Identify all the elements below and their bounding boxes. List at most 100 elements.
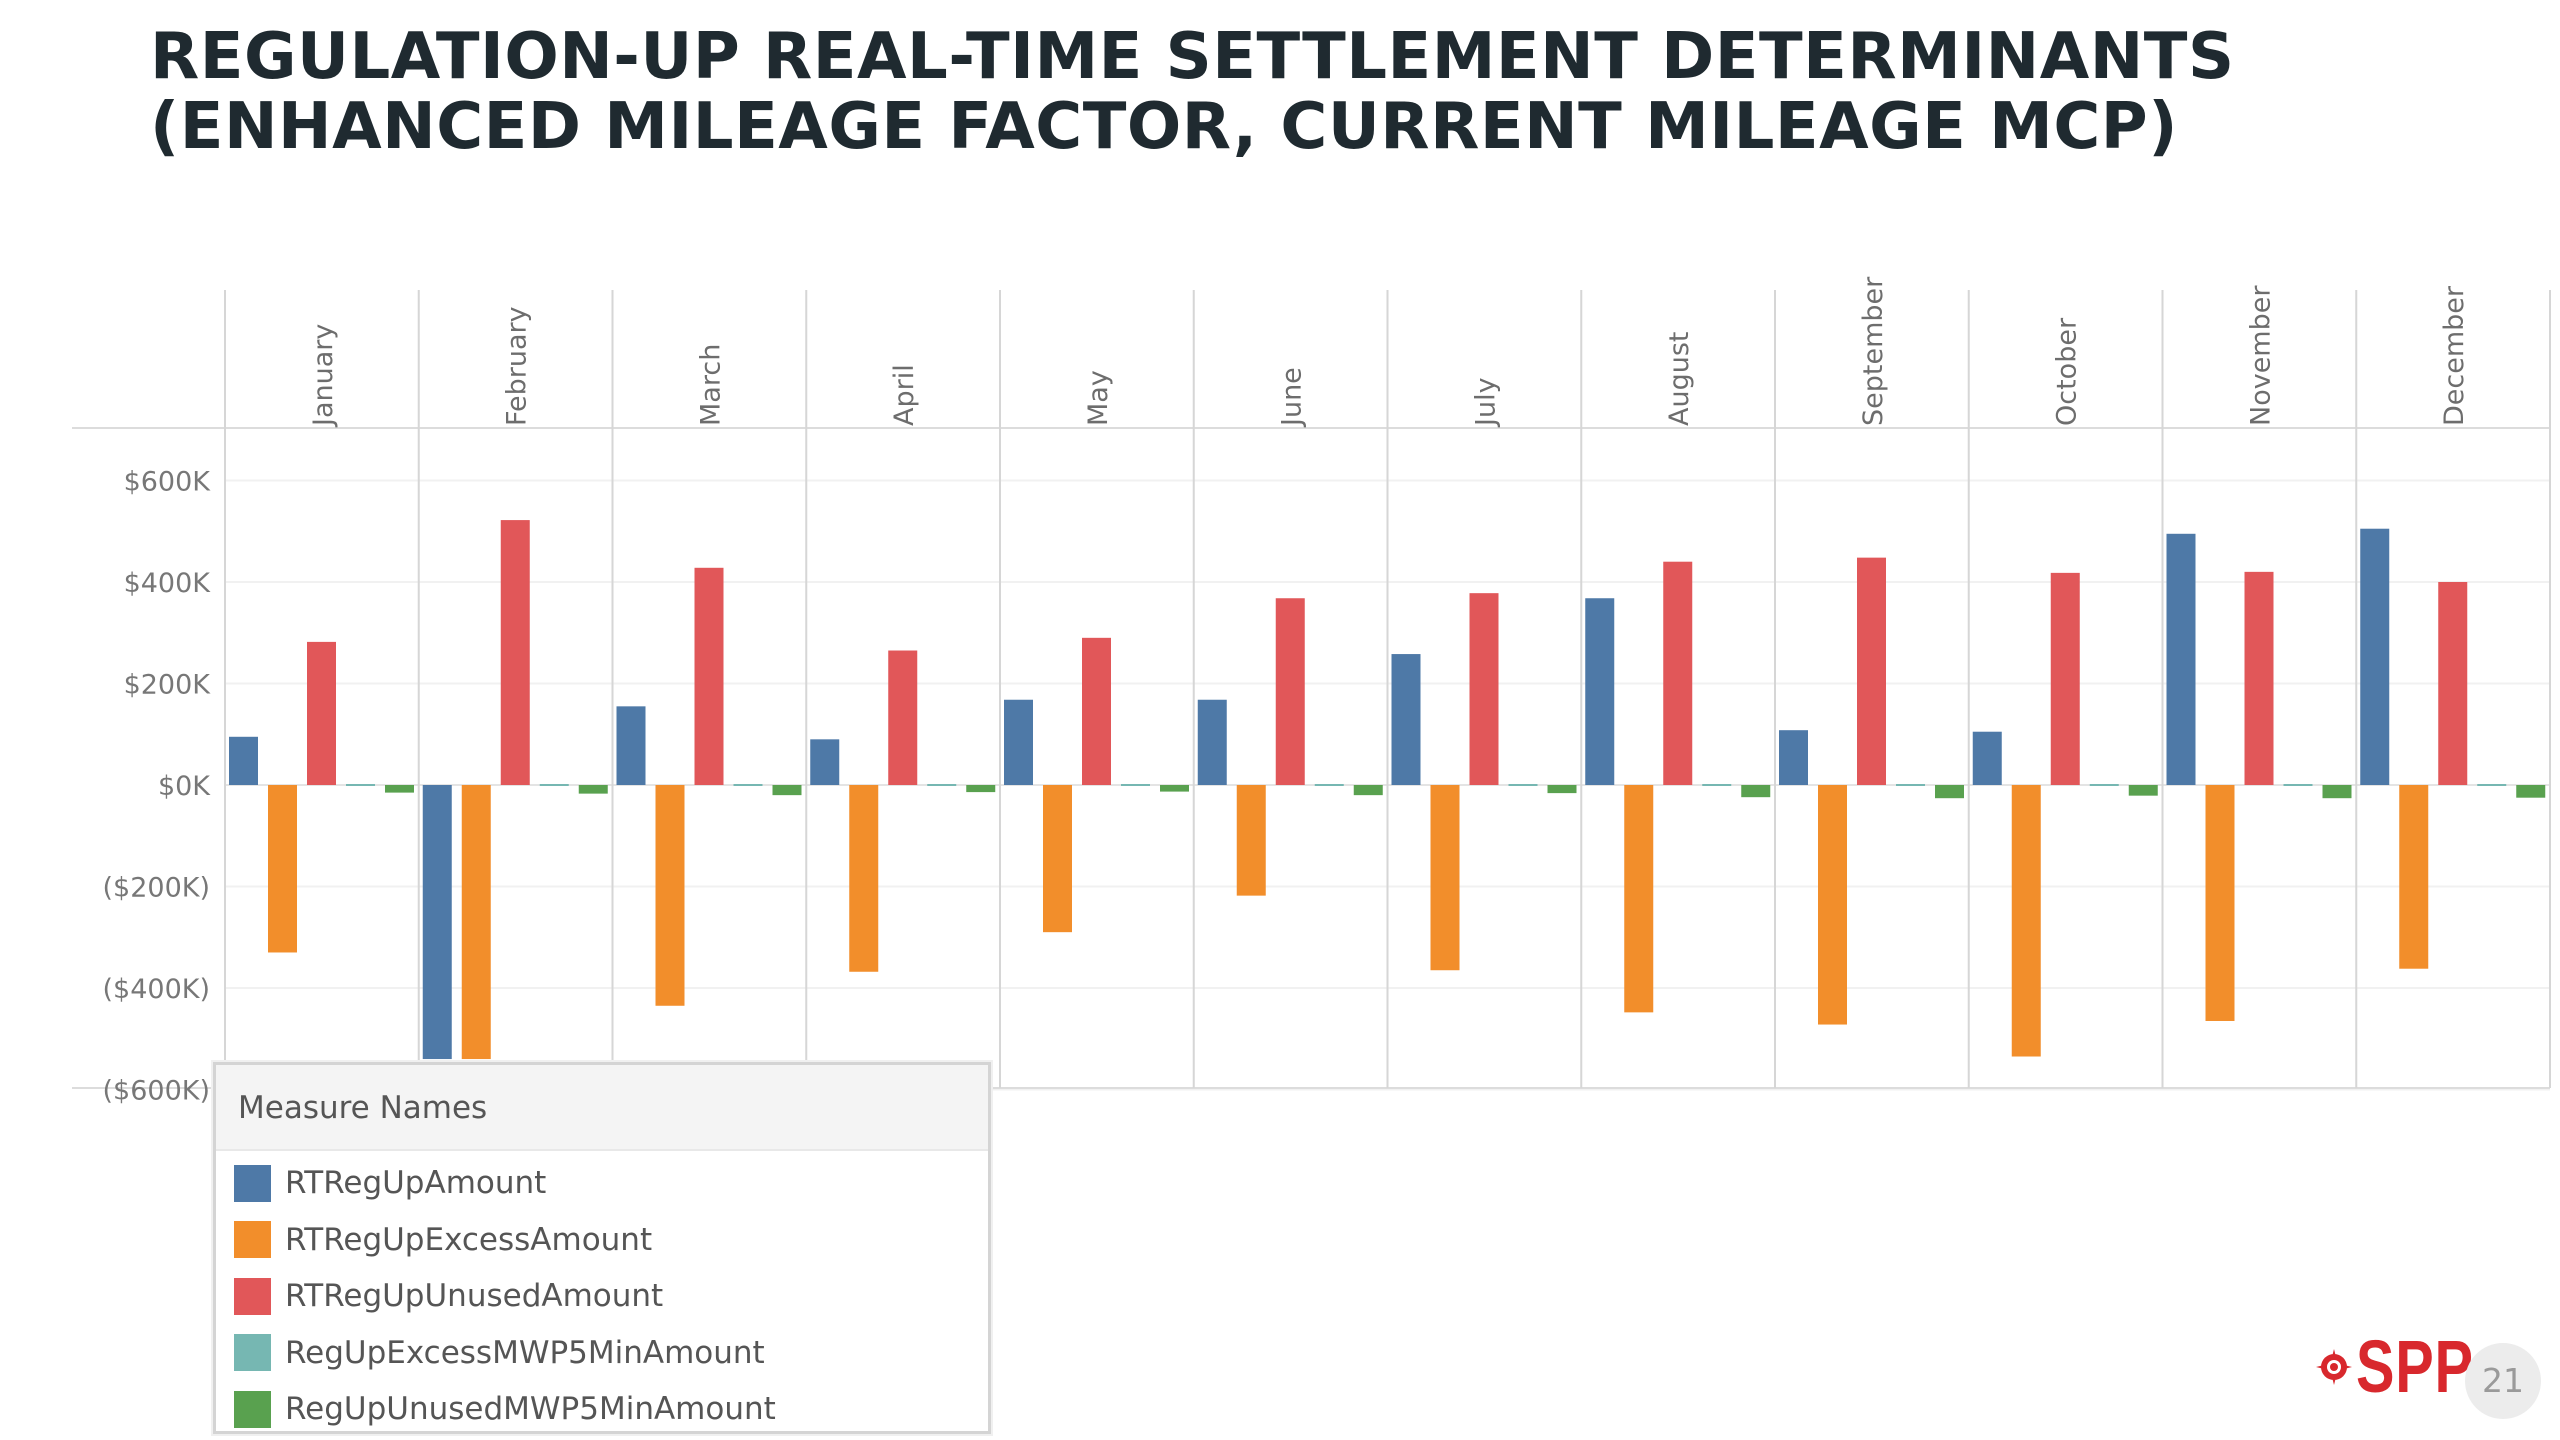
bar bbox=[1663, 561, 1693, 785]
spp-starburst-icon bbox=[2316, 1349, 2352, 1385]
x-tick-label: November bbox=[2245, 285, 2276, 426]
y-tick-label: ($200K) bbox=[103, 873, 211, 904]
x-tick-label: March bbox=[695, 344, 726, 426]
bar bbox=[307, 641, 336, 785]
bar bbox=[2360, 528, 2390, 785]
bar bbox=[733, 784, 763, 786]
bar bbox=[1624, 785, 1654, 1013]
legend: Measure Names RTRegUpAmount RTRegUpExces… bbox=[213, 1062, 991, 1434]
bar bbox=[2399, 785, 2429, 969]
legend-item-regupexcessmwp5minamount[interactable]: RegUpExcessMWP5MinAmount bbox=[216, 1325, 988, 1382]
bar bbox=[1391, 654, 1421, 785]
bar bbox=[1857, 557, 1886, 785]
bar bbox=[346, 784, 375, 786]
bar bbox=[385, 785, 414, 793]
legend-label: RegUpUnusedMWP5MinAmount bbox=[285, 1391, 776, 1428]
legend-label: RegUpExcessMWP5MinAmount bbox=[285, 1334, 765, 1371]
bar bbox=[1818, 785, 1847, 1025]
legend-swatch bbox=[234, 1221, 271, 1259]
bar bbox=[2477, 784, 2507, 786]
y-tick-label: $200K bbox=[124, 670, 212, 701]
bar bbox=[1121, 784, 1150, 786]
y-tick-label: ($600K) bbox=[103, 1076, 211, 1107]
bar bbox=[2089, 784, 2119, 786]
legend-item-regupunusedmwp5minamount[interactable]: RegUpUnusedMWP5MinAmount bbox=[216, 1381, 988, 1438]
x-tick-label: April bbox=[889, 364, 920, 426]
y-tick-label: ($400K) bbox=[103, 974, 211, 1005]
bar bbox=[2438, 582, 2468, 785]
bar bbox=[500, 520, 530, 785]
bar bbox=[1236, 785, 1266, 896]
legend-label: RTRegUpExcessAmount bbox=[285, 1221, 653, 1258]
bar bbox=[578, 785, 608, 794]
x-tick-label: January bbox=[308, 324, 339, 428]
x-tick-label: December bbox=[2439, 285, 2470, 426]
bar bbox=[1585, 598, 1615, 785]
bar bbox=[1004, 699, 1033, 785]
bar bbox=[2166, 533, 2196, 785]
bar bbox=[966, 785, 996, 793]
x-tick-label: June bbox=[1277, 367, 1308, 428]
bar bbox=[2322, 785, 2352, 799]
legend-item-rtregupexcessamount[interactable]: RTRegUpExcessAmount bbox=[216, 1212, 988, 1269]
page-number: 21 bbox=[2465, 1343, 2541, 1419]
x-tick-label: October bbox=[2052, 317, 2083, 426]
legend-swatch bbox=[234, 1164, 271, 1202]
legend-swatch bbox=[234, 1277, 271, 1315]
bar bbox=[694, 567, 724, 785]
bar bbox=[1779, 730, 1808, 785]
bar bbox=[1197, 699, 1227, 785]
legend-list: RTRegUpAmount RTRegUpExcessAmount RTRegU… bbox=[216, 1151, 988, 1438]
bar bbox=[1043, 785, 1072, 933]
bar bbox=[655, 785, 685, 1006]
bar bbox=[849, 785, 879, 972]
bar bbox=[772, 785, 802, 796]
bar bbox=[1353, 785, 1383, 796]
bar bbox=[2283, 784, 2313, 786]
slide-title: REGULATION-UP REAL-TIME SETTLEMENT DETER… bbox=[150, 20, 2235, 164]
bar bbox=[2244, 571, 2274, 785]
y-tick-label: $400K bbox=[124, 568, 212, 599]
x-tick-label: February bbox=[502, 306, 533, 426]
x-tick-label: September bbox=[1858, 276, 1889, 426]
y-tick-label: $0K bbox=[158, 771, 211, 802]
bar bbox=[1469, 593, 1499, 785]
bar bbox=[1508, 784, 1538, 786]
legend-swatch bbox=[234, 1334, 271, 1372]
bar bbox=[888, 650, 918, 785]
bar bbox=[810, 739, 840, 785]
bar bbox=[539, 784, 569, 786]
bar bbox=[1082, 637, 1111, 785]
bar bbox=[2128, 785, 2158, 796]
bar bbox=[1972, 731, 2002, 785]
bar bbox=[1160, 785, 1189, 792]
bar bbox=[461, 785, 491, 1060]
y-tick-label: $600K bbox=[124, 467, 212, 498]
legend-label: RTRegUpAmount bbox=[285, 1165, 547, 1202]
bar bbox=[1935, 785, 1964, 799]
bar bbox=[2516, 785, 2546, 798]
bar bbox=[2205, 785, 2235, 1021]
logo-text: SPP bbox=[2356, 1325, 2474, 1408]
bar bbox=[1430, 785, 1460, 971]
x-tick-label: May bbox=[1083, 370, 1114, 426]
bar bbox=[229, 736, 258, 785]
bar bbox=[422, 785, 452, 1060]
bar bbox=[1896, 784, 1925, 786]
legend-item-rtregupamount[interactable]: RTRegUpAmount bbox=[216, 1155, 988, 1212]
bar bbox=[268, 785, 297, 953]
legend-label: RTRegUpUnusedAmount bbox=[285, 1278, 664, 1315]
bar bbox=[1702, 784, 1732, 786]
x-tick-label: July bbox=[1470, 377, 1501, 428]
legend-title: Measure Names bbox=[216, 1065, 988, 1151]
x-tick-label: August bbox=[1664, 332, 1695, 427]
bar bbox=[1741, 785, 1771, 798]
legend-item-rtregupunusedamount[interactable]: RTRegUpUnusedAmount bbox=[216, 1268, 988, 1325]
bar bbox=[2011, 785, 2041, 1057]
bar bbox=[1314, 784, 1344, 786]
spp-logo: SPP bbox=[2316, 1330, 2507, 1404]
legend-swatch bbox=[234, 1390, 271, 1428]
bar bbox=[1275, 598, 1305, 785]
